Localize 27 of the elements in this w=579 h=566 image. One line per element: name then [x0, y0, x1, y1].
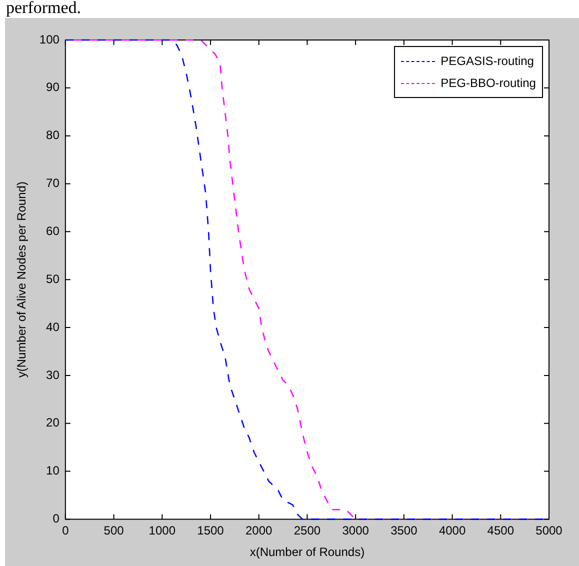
- y-tick-label: 100: [39, 32, 60, 46]
- y-tick-label: 80: [46, 128, 60, 142]
- legend-label: PEGASIS-routing: [440, 54, 534, 68]
- y-tick-label: 0: [52, 512, 60, 526]
- y-tick-label: 70: [46, 176, 60, 190]
- y-tick-label: 40: [46, 320, 60, 334]
- legend-label: PEG-BBO-routing: [440, 76, 536, 90]
- x-tick-label: 2000: [246, 524, 273, 538]
- y-axis-title: y(Number of Alive Nodes per Round): [14, 182, 29, 378]
- x-tick-label: 3000: [342, 524, 370, 538]
- x-tick-label: 5000: [536, 524, 563, 538]
- y-tick-label: 10: [46, 464, 60, 478]
- x-tick-label: 1000: [148, 524, 176, 538]
- x-tick-label: 4500: [487, 524, 514, 538]
- x-axis-title: x(Number of Rounds): [250, 545, 365, 560]
- x-tick-label: 0: [62, 524, 70, 538]
- text: performed.: [6, 0, 82, 17]
- y-tick-label: 20: [46, 416, 60, 430]
- x-tick-label: 2500: [294, 524, 321, 538]
- y-tick-label: 50: [46, 272, 60, 286]
- x-tick-label: 1500: [197, 524, 224, 538]
- x-tick-label: 4000: [438, 524, 466, 538]
- y-tick-label: 30: [46, 368, 60, 382]
- x-tick-label: 500: [104, 524, 124, 538]
- x-tick-label: 3500: [390, 524, 418, 538]
- y-tick-label: 60: [46, 224, 60, 238]
- y-tick-label: 90: [46, 80, 60, 94]
